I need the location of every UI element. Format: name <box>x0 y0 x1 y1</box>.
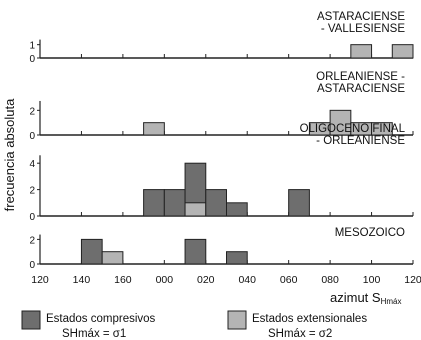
y-tick-label: 0 <box>29 212 35 223</box>
panel-4: 0 2 MESOZOICO <box>29 227 414 271</box>
panel-3: 0 2 4 OLIGOCENO FINAL- ORLEANIENSE <box>29 123 414 223</box>
y-tick-label: 4 <box>29 159 35 170</box>
x-tick-label: 160 <box>114 274 132 286</box>
legend-swatch <box>227 310 247 330</box>
bar-compresivos <box>205 189 227 217</box>
y-tick-label: 0 <box>29 54 35 65</box>
panel-title: ASTARACIENSE <box>317 83 405 95</box>
panel-title: MESOZOICO <box>335 227 405 239</box>
bar-compresivos <box>226 202 248 217</box>
legend-swatch <box>21 310 41 330</box>
bar-extensionales <box>184 202 207 217</box>
bar-compresivos <box>226 251 248 265</box>
panel-title: OLIGOCENO FINAL <box>300 123 406 135</box>
legend-label: Estados compresivos <box>46 313 156 325</box>
x-tick-label: 140 <box>73 274 91 286</box>
y-tick-label: 0 <box>29 131 35 142</box>
bar-extensionales <box>143 122 165 136</box>
x-tick-label: 020 <box>197 274 215 286</box>
bar-compresivos <box>288 189 310 217</box>
panel-title: ASTARACIENSE <box>317 11 405 23</box>
legend-formula: SHmáx = σ1 <box>62 328 126 340</box>
bar-extensionales <box>350 44 373 59</box>
bar-compresivos <box>163 189 186 217</box>
x-tick-label: 040 <box>238 274 256 286</box>
bar-compresivos <box>184 238 207 265</box>
x-tick-label: 100 <box>363 274 381 286</box>
bar-extensionales <box>101 251 124 265</box>
legend-formula: SHmáx = σ2 <box>268 328 332 340</box>
x-tick-label: 080 <box>321 274 339 286</box>
bar-extensionales <box>391 44 414 59</box>
svg-text:azimut SHmáx: azimut SHmáx <box>330 290 401 306</box>
panel-1: 0 1 ASTARACIENSE- VALLESIENSE <box>29 11 414 65</box>
y-axis-label: frecuencia absoluta <box>2 98 17 212</box>
y-tick-label: 0 <box>29 260 35 271</box>
x-tick-label: 000 <box>156 274 174 286</box>
y-tick-label: 1 <box>29 41 35 52</box>
bar-compresivos <box>80 238 103 265</box>
panel-title: ORLEANIENSE - <box>316 71 405 83</box>
y-tick-label: 2 <box>29 186 35 197</box>
bar-extensionales <box>371 122 393 136</box>
bar-compresivos <box>143 189 165 217</box>
x-axis-label: azimut SHmáx <box>330 290 401 306</box>
y-tick-label: 2 <box>29 106 35 117</box>
y-tick-label: 2 <box>29 235 35 246</box>
x-tick-label: 120 <box>404 274 421 286</box>
legend-label: Estados extensionales <box>252 313 367 325</box>
panel-2: 0 2 ORLEANIENSE -ASTARACIENSE <box>29 71 414 142</box>
x-tick-label: 060 <box>280 274 298 286</box>
panel-title: - ORLEANIENSE <box>316 135 405 147</box>
panel-title: - VALLESIENSE <box>321 23 405 35</box>
x-tick-label: 120 <box>31 274 49 286</box>
